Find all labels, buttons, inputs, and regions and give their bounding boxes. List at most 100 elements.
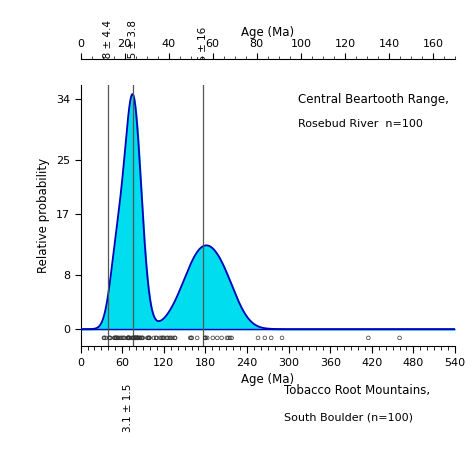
Point [125, 334, 133, 342]
Point [159, 334, 166, 342]
Point [150, 334, 158, 342]
Point [226, 334, 234, 342]
Point [203, 334, 211, 342]
Point [188, 334, 195, 342]
Point [261, 334, 269, 342]
Point [193, 334, 201, 342]
Point [134, 334, 142, 342]
Point [112, 334, 119, 342]
Text: 39.8 ± 4.4: 39.8 ± 4.4 [103, 20, 113, 75]
Point [186, 334, 194, 342]
Point [128, 334, 136, 342]
Point [146, 334, 153, 342]
Point [138, 334, 146, 342]
Point [187, 334, 195, 342]
Point [225, 334, 232, 342]
Point [144, 334, 151, 342]
Point [218, 334, 226, 342]
Point [131, 334, 139, 342]
Point [163, 334, 171, 342]
Point [267, 334, 275, 342]
Point [228, 334, 236, 342]
Point [125, 334, 132, 342]
X-axis label: Age (Ma): Age (Ma) [241, 374, 294, 386]
Point [146, 334, 153, 342]
Point [112, 334, 120, 342]
Point [134, 334, 141, 342]
Point [167, 334, 174, 342]
Text: Central Beartooth Range,: Central Beartooth Range, [298, 93, 449, 106]
Point [118, 334, 126, 342]
Point [132, 334, 140, 342]
Point [169, 334, 176, 342]
Point [137, 334, 144, 342]
Text: Rosebud River  n=100: Rosebud River n=100 [298, 119, 423, 129]
Point [223, 334, 231, 342]
Point [112, 334, 120, 342]
Text: 176 ± 16: 176 ± 16 [198, 27, 208, 75]
Point [130, 334, 137, 342]
Y-axis label: Relative probability: Relative probability [37, 158, 51, 273]
Point [107, 334, 114, 342]
Text: 3.1 ± 1.5: 3.1 ± 1.5 [123, 384, 133, 432]
Point [100, 334, 108, 342]
Point [110, 334, 118, 342]
Point [116, 334, 124, 342]
Point [396, 334, 403, 342]
Point [106, 334, 113, 342]
Point [156, 334, 164, 342]
Point [137, 334, 144, 342]
Point [160, 334, 168, 342]
Point [254, 334, 262, 342]
Point [114, 334, 122, 342]
Point [145, 334, 153, 342]
Point [113, 334, 120, 342]
Point [129, 334, 137, 342]
Point [120, 334, 128, 342]
Point [138, 334, 146, 342]
Point [120, 334, 128, 342]
Point [139, 334, 146, 342]
Point [118, 334, 125, 342]
Point [114, 334, 122, 342]
Point [201, 334, 209, 342]
Point [130, 334, 138, 342]
X-axis label: Age (Ma): Age (Ma) [241, 26, 294, 39]
Point [131, 334, 139, 342]
Point [145, 334, 152, 342]
Point [132, 334, 140, 342]
Point [166, 334, 173, 342]
Point [213, 334, 221, 342]
Point [153, 334, 160, 342]
Point [125, 334, 132, 342]
Point [278, 334, 286, 342]
Point [136, 334, 143, 342]
Text: South Boulder (n=100): South Boulder (n=100) [284, 412, 413, 422]
Point [152, 334, 160, 342]
Point [209, 334, 217, 342]
Point [124, 334, 131, 342]
Point [158, 334, 165, 342]
Point [125, 334, 133, 342]
Point [172, 334, 179, 342]
Point [133, 334, 141, 342]
Point [132, 334, 139, 342]
Point [111, 334, 118, 342]
Point [134, 334, 142, 342]
Point [102, 334, 109, 342]
Point [126, 334, 134, 342]
Point [159, 334, 167, 342]
Point [129, 334, 137, 342]
Point [164, 334, 172, 342]
Text: 75.5 ± 3.8: 75.5 ± 3.8 [128, 20, 138, 75]
Text: Tobacco Root Mountains,: Tobacco Root Mountains, [284, 384, 430, 397]
Point [171, 334, 178, 342]
Point [202, 334, 210, 342]
Point [365, 334, 372, 342]
Point [124, 334, 132, 342]
Point [201, 334, 209, 342]
Point [132, 334, 139, 342]
Point [100, 334, 108, 342]
Point [134, 334, 142, 342]
Point [106, 334, 113, 342]
